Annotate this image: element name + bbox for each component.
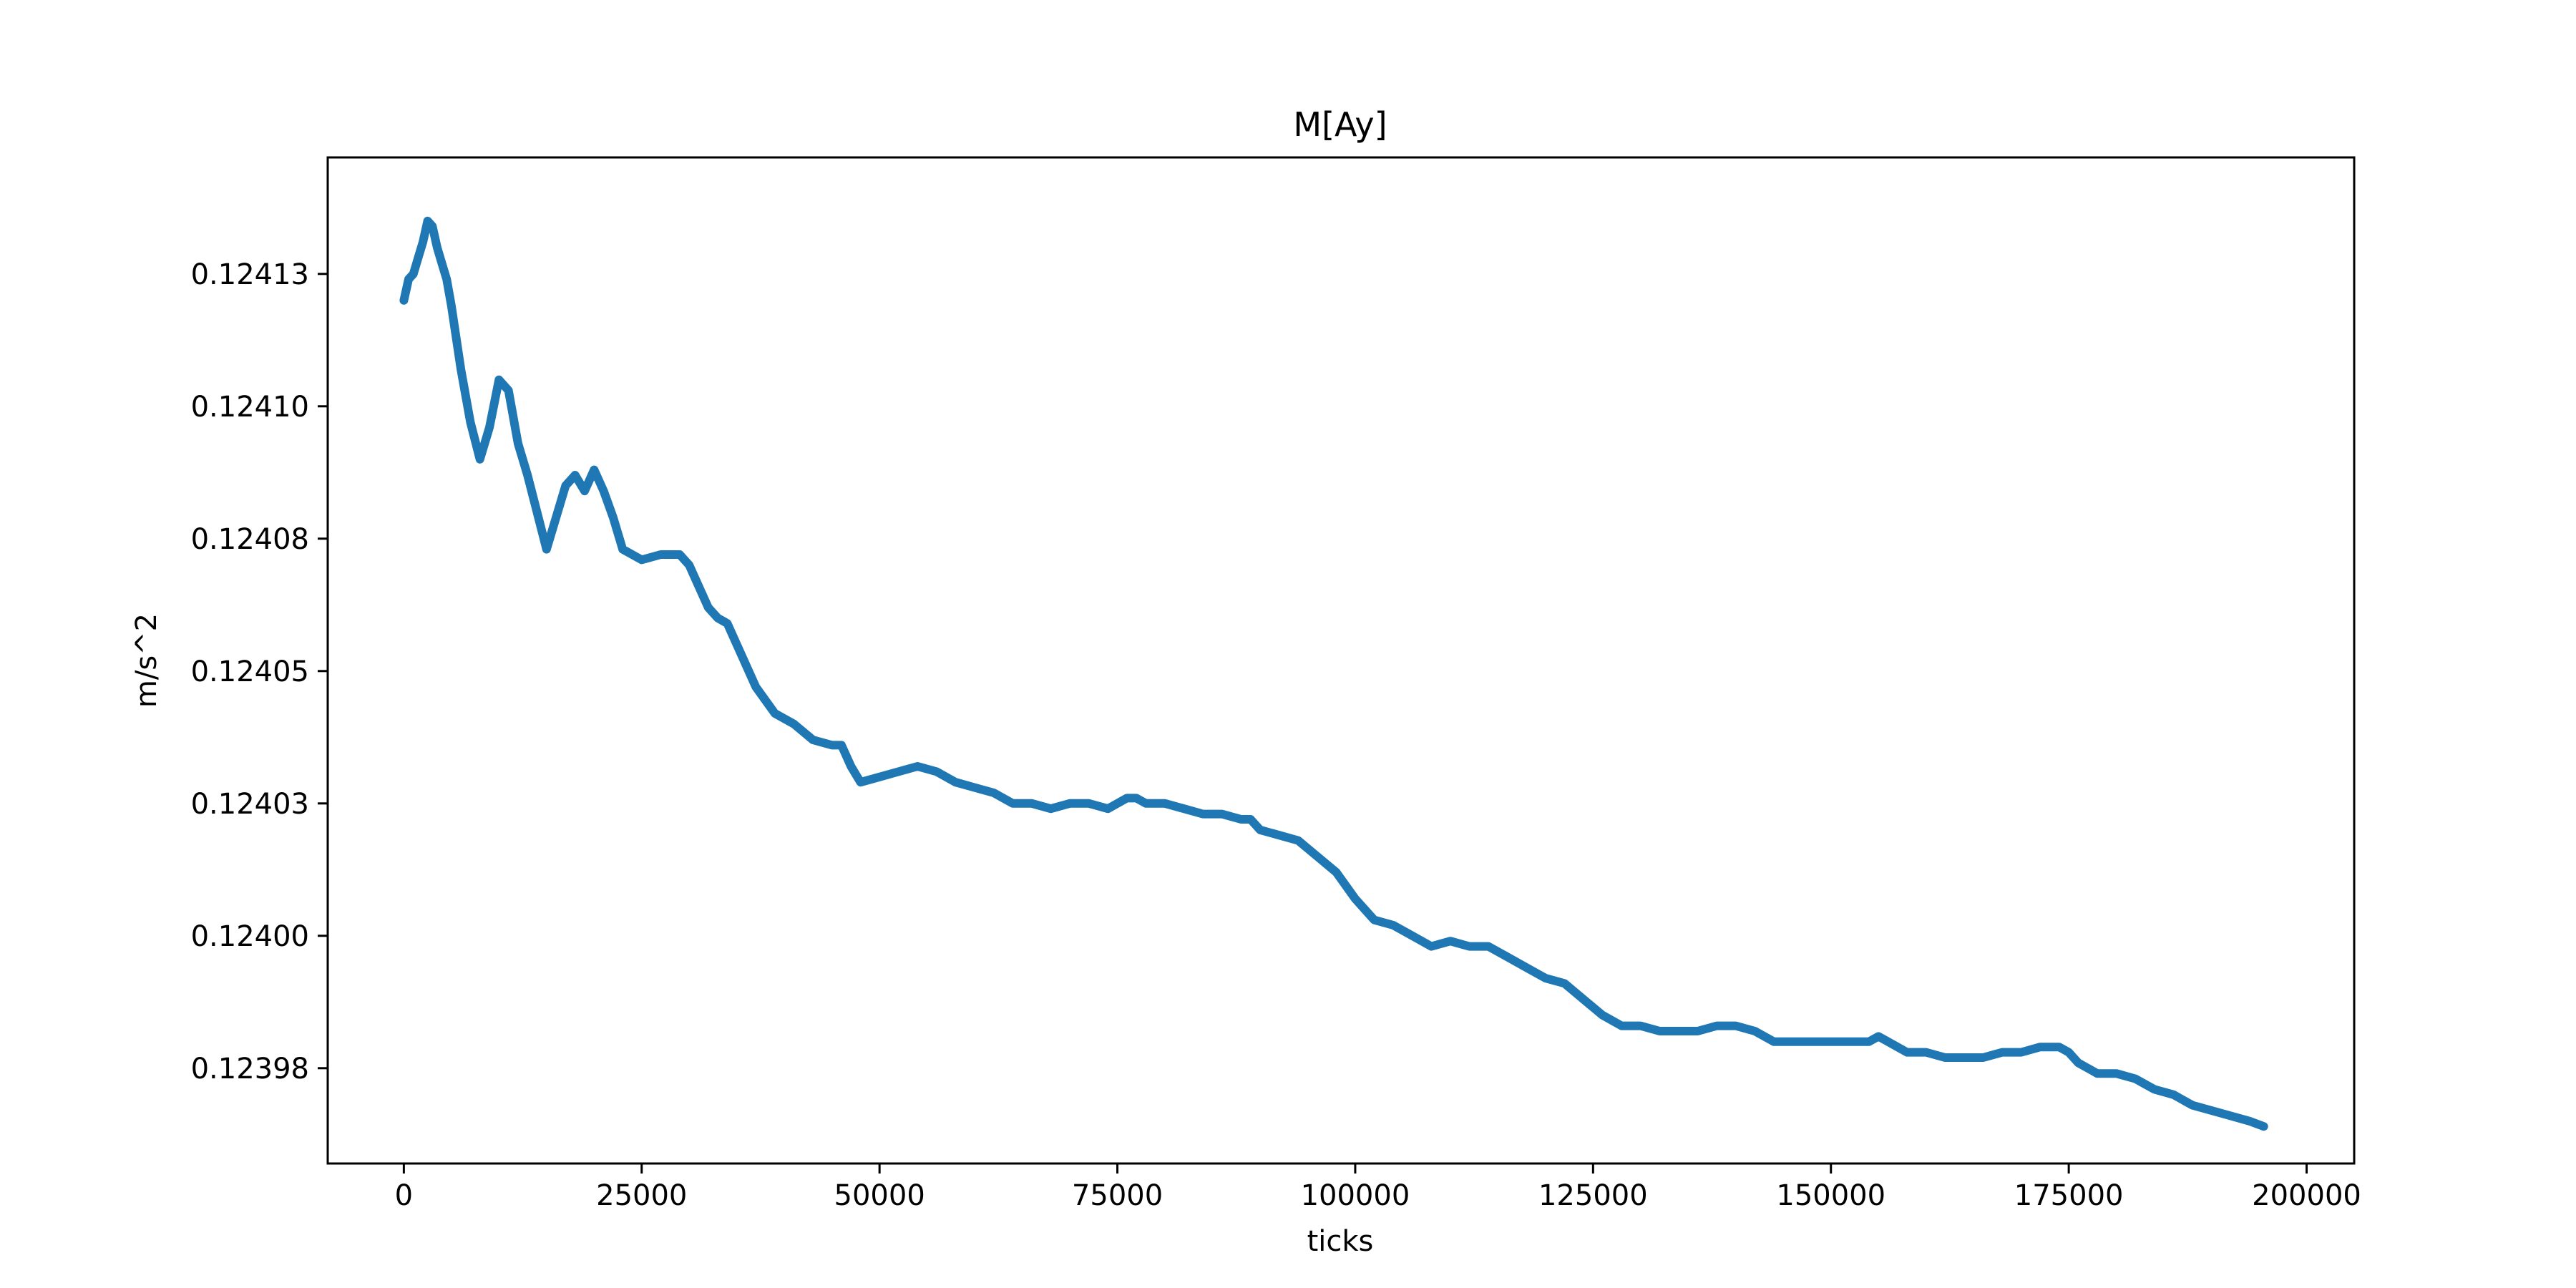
y-tick-label: 0.12408 xyxy=(191,523,309,556)
x-tick-label: 200000 xyxy=(2252,1179,2361,1212)
y-tick-label: 0.12398 xyxy=(191,1053,309,1085)
y-tick-label: 0.12410 xyxy=(191,391,309,424)
x-tick-label: 125000 xyxy=(1538,1179,1648,1212)
x-tick-label: 150000 xyxy=(1776,1179,1885,1212)
x-axis-label: ticks xyxy=(1307,1225,1374,1258)
x-tick-label: 175000 xyxy=(2014,1179,2124,1212)
y-tick-label: 0.12403 xyxy=(191,788,309,821)
y-axis-label: m/s^2 xyxy=(130,613,163,708)
chart-title: M[Ay] xyxy=(1293,105,1387,144)
series-line-0 xyxy=(399,216,2268,1131)
y-tick-label: 0.12400 xyxy=(191,920,309,953)
x-tick-label: 0 xyxy=(395,1179,413,1212)
y-tick-label: 0.12413 xyxy=(191,258,309,291)
y-axis: 0.12398 0.12400 0.12403 0.12405 0.12408 0.124… xyxy=(191,258,328,1085)
x-tick-label: 75000 xyxy=(1072,1179,1163,1212)
x-tick-label: 25000 xyxy=(596,1179,687,1212)
plot-area xyxy=(399,216,2268,1131)
plot-frame xyxy=(326,156,2356,1165)
x-tick-label: 100000 xyxy=(1301,1179,1410,1212)
x-tick-label: 50000 xyxy=(834,1179,925,1212)
y-tick-label: 0.12405 xyxy=(191,655,309,688)
x-axis: 0 25000 50000 75000 100000 125000 150000 175000… xyxy=(395,1163,2361,1212)
